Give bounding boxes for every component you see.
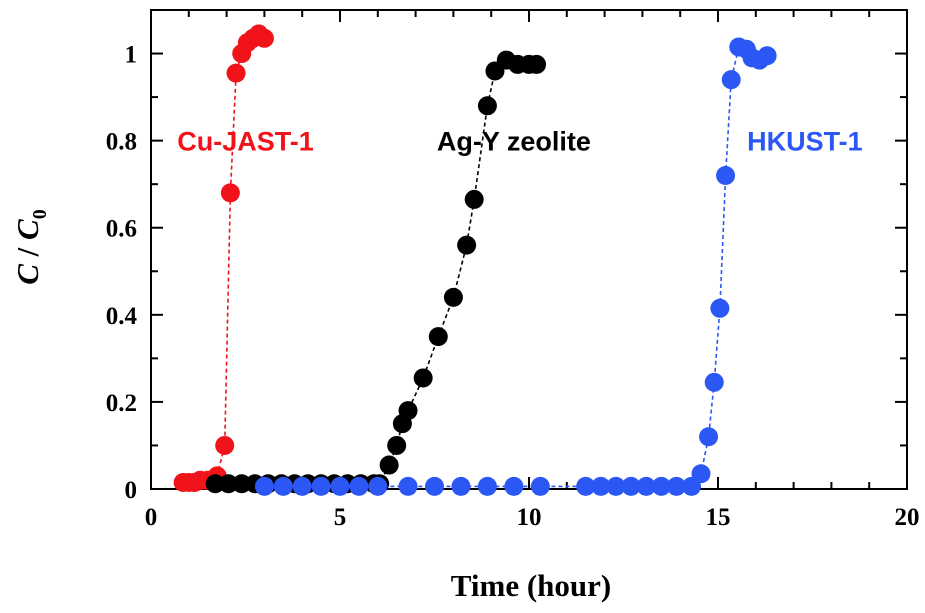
data-point [254,28,274,48]
data-point [704,372,724,392]
data-point [218,474,238,494]
data-point [606,476,626,496]
data-point [651,476,671,496]
series-label: Ag-Y zeolite [437,127,591,157]
data-point [205,474,225,494]
data-point [527,54,547,74]
data-point [666,476,686,496]
series-label: Cu-JAST-1 [177,127,314,157]
y-tick-label: 1 [125,42,138,69]
data-point [699,427,719,447]
data-point [621,476,641,496]
series-line [215,59,537,485]
data-point [636,476,656,496]
x-tick-label: 0 [145,504,158,531]
series-layer [173,24,777,496]
data-point [398,476,418,496]
data-point [398,401,418,421]
y-tick-label: 0.4 [106,303,138,330]
data-point [464,189,484,209]
axes: 0 5 10 15 20 0 0.2 0.4 0.6 0.8 1 [106,9,920,531]
data-point [428,327,448,347]
y-tick-label: 0.8 [106,129,137,156]
data-point [504,476,524,496]
data-point [530,476,550,496]
data-point [379,455,399,475]
plot-frame [150,9,908,490]
data-point [757,46,777,66]
data-point [591,476,611,496]
series-label: HKUST-1 [747,127,863,157]
data-point [311,476,331,496]
y-tick-label: 0.6 [106,216,137,243]
data-point [457,235,477,255]
series-line [183,32,265,484]
data-point [477,96,497,116]
x-tick-label: 10 [517,504,542,531]
data-point [425,476,444,496]
data-point [721,70,741,90]
data-point [443,287,463,307]
x-tick-label: 20 [895,504,920,531]
data-point [716,165,736,185]
data-point [254,476,274,496]
data-point [232,474,252,494]
labels: Cu-JAST-1 Ag-Y zeolite HKUST-1 [177,127,862,157]
data-point [215,435,235,455]
series-cu-jast-1 [173,24,274,492]
x-tick-label: 15 [706,504,731,531]
data-point [451,476,471,496]
x-tick-label: 5 [334,504,347,531]
data-point [710,298,730,318]
data-point [220,183,240,203]
x-axis-title: Time (hour) [451,568,611,603]
data-point [330,476,350,496]
data-point [387,435,407,455]
series-line [264,45,768,488]
y-tick-label: 0 [125,477,138,504]
y-axis-title: C / C0 [10,209,51,285]
data-point [273,476,293,496]
data-point [477,476,497,496]
data-point [691,464,711,484]
data-point [368,476,388,496]
series-hkust-1 [254,37,777,496]
data-point [292,476,312,496]
data-point [576,476,596,496]
series-ag-y-zeolite [205,50,547,494]
data-point [226,63,246,83]
data-point [349,476,369,496]
data-point [413,368,433,388]
y-tick-label: 0.2 [106,390,137,417]
